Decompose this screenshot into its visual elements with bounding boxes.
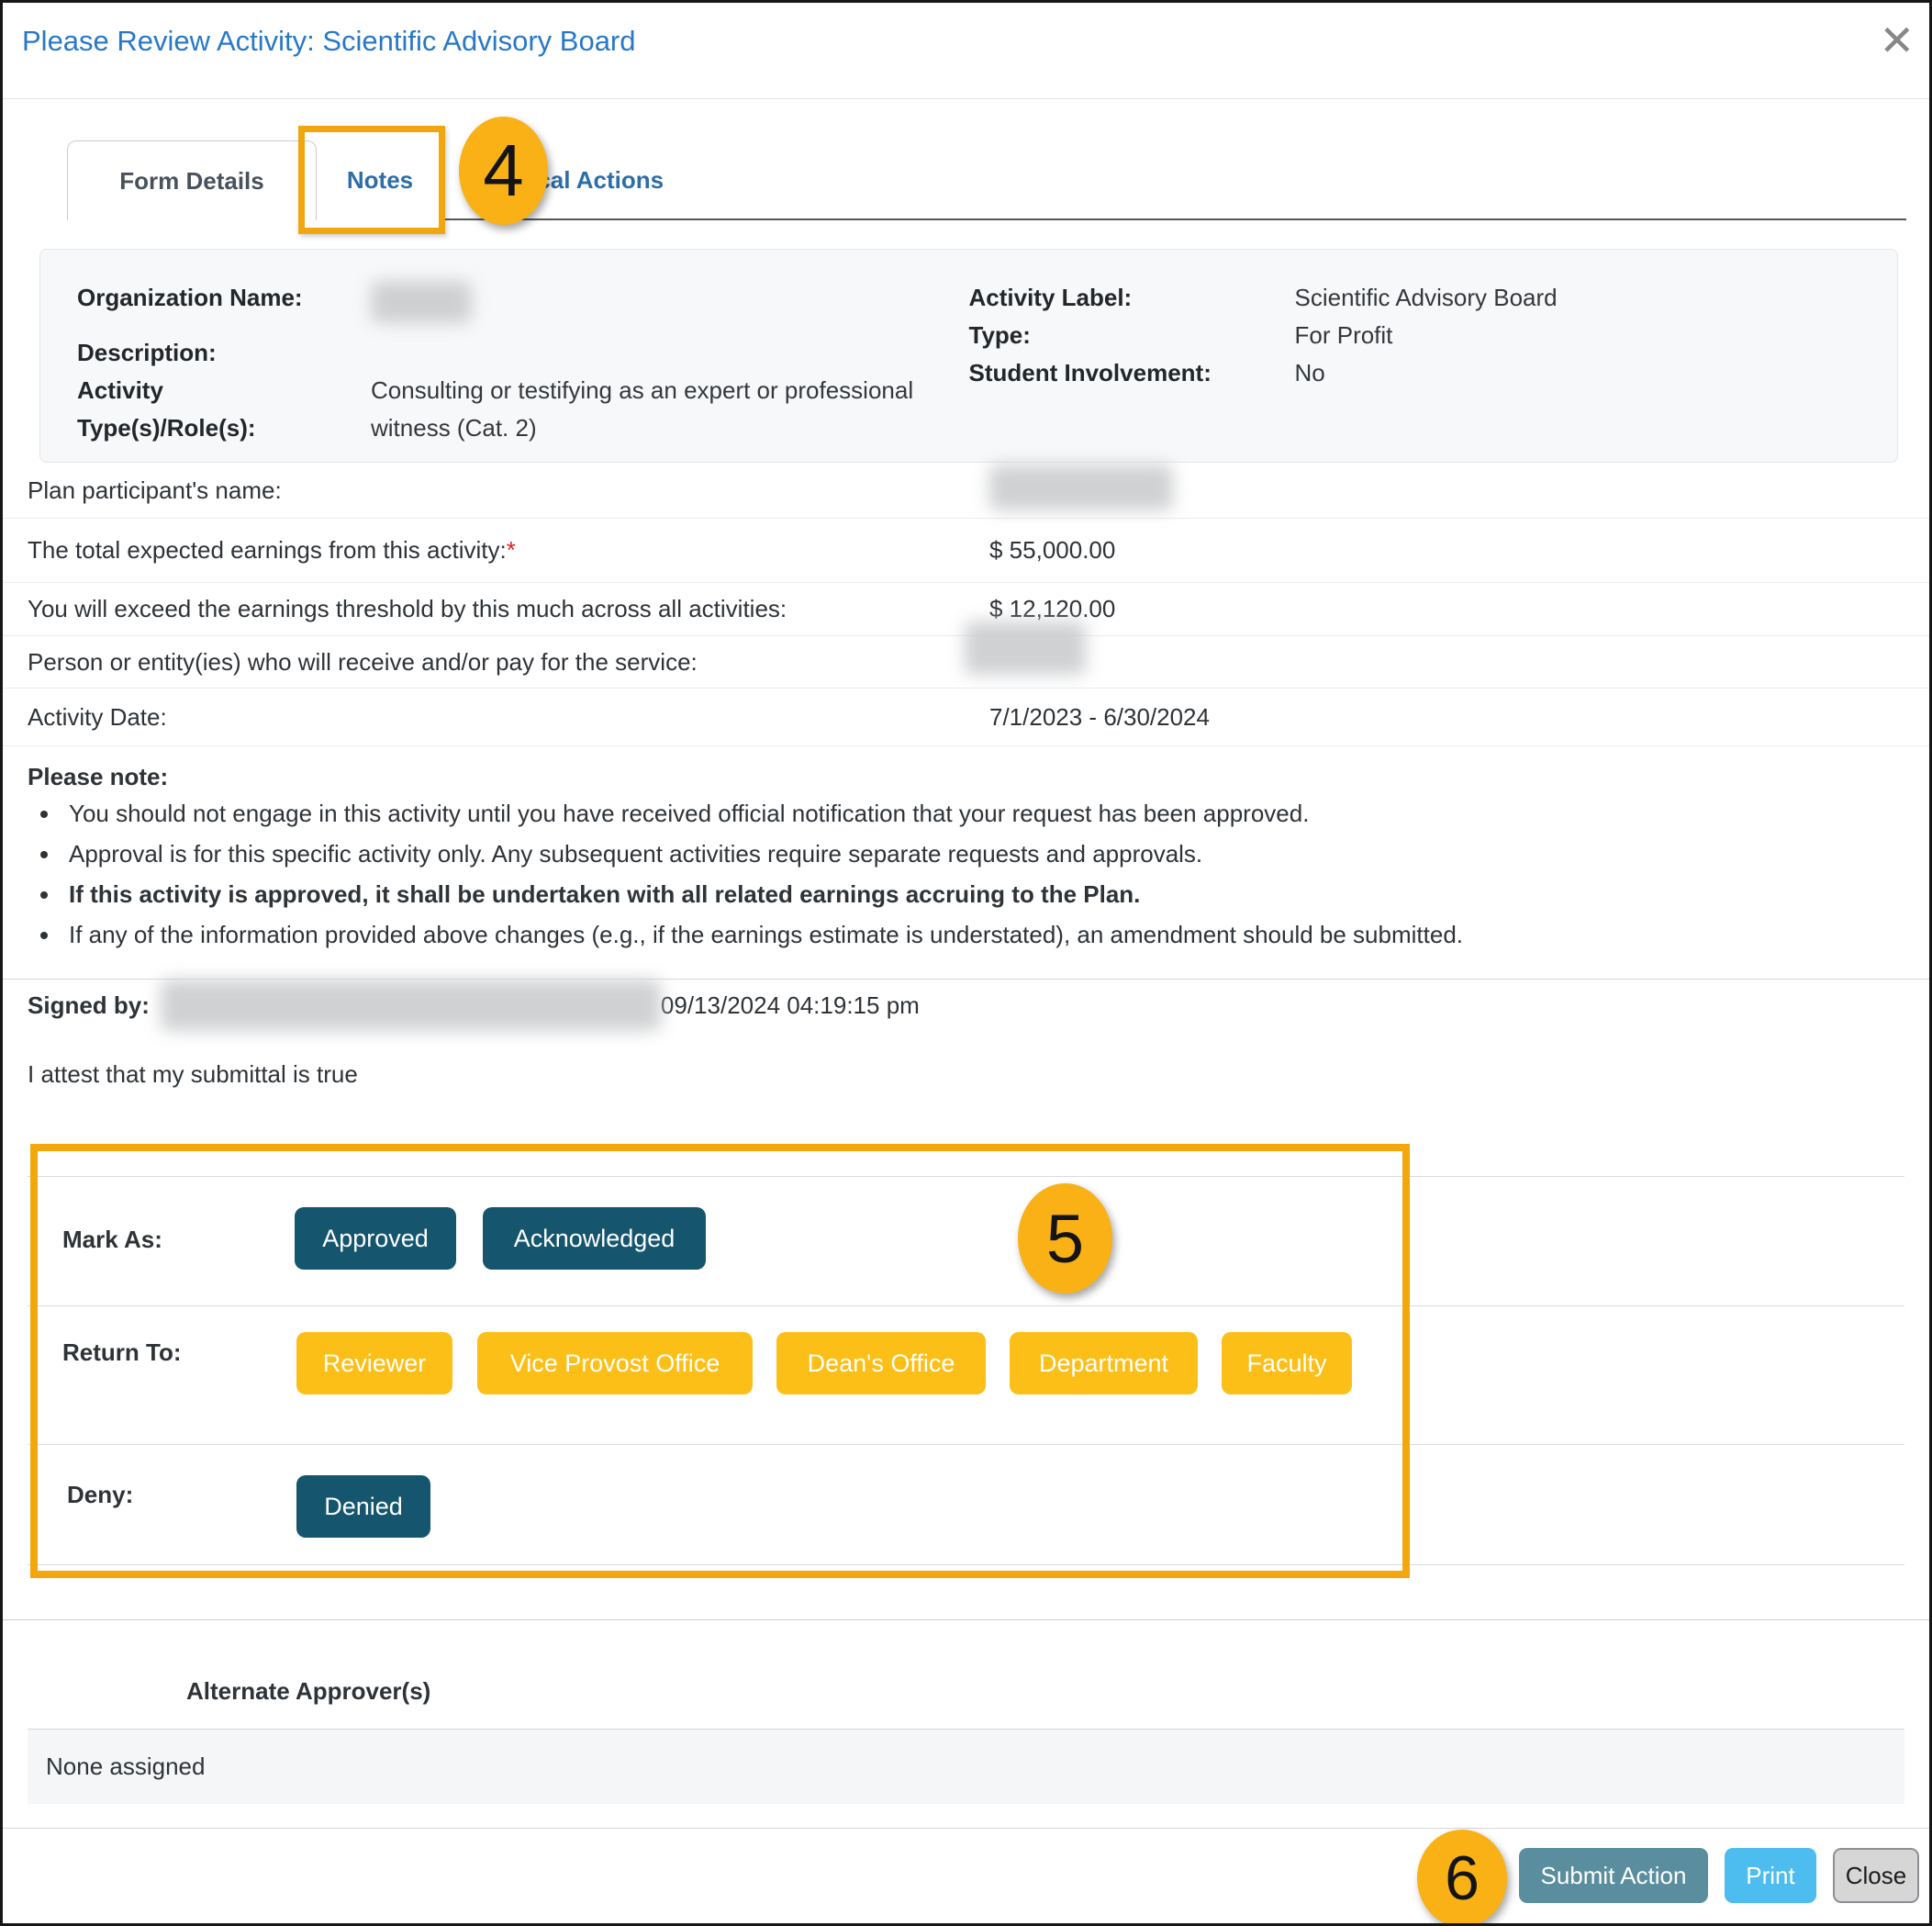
payer-value <box>965 621 1086 692</box>
threshold-label: You will exceed the earnings threshold b… <box>28 595 787 622</box>
footer-divider <box>3 1828 1929 1829</box>
activity-date-label: Activity Date: <box>28 702 167 731</box>
action-row-divider <box>28 1176 1904 1177</box>
description-value <box>371 334 969 372</box>
annotation-step-4-highlight-box <box>298 126 445 234</box>
type-value: For Profit <box>1294 321 1393 349</box>
note-bullet: If this activity is approved, it shall b… <box>61 880 1860 909</box>
action-row-divider <box>28 1564 1904 1565</box>
redacted-signer <box>160 980 661 1031</box>
alternate-approvers-heading: Alternate Approver(s) <box>186 1677 431 1705</box>
activity-label-value: Scientific Advisory Board <box>1294 284 1558 311</box>
note-bullet: If any of the information provided above… <box>61 921 1860 949</box>
activity-type-label: Activity Type(s)/Role(s): <box>77 376 256 442</box>
close-icon[interactable]: ✕ <box>1879 17 1915 64</box>
action-row-divider <box>28 1444 1904 1445</box>
action-row-divider <box>28 1305 1904 1306</box>
return-to-department-button[interactable]: Department <box>1010 1332 1198 1394</box>
threshold-value: $ 12,120.00 <box>989 595 1116 622</box>
description-label: Description: <box>77 339 217 366</box>
activity-summary-panel: Organization Name: Description: Activity… <box>39 249 1898 463</box>
earnings-label-text: The total expected earnings from this ac… <box>28 536 507 564</box>
redacted-organization-name <box>371 281 472 323</box>
type-label: Type: <box>968 321 1031 349</box>
required-asterisk: * <box>506 536 516 564</box>
acknowledged-button[interactable]: Acknowledged <box>483 1207 706 1270</box>
earnings-label: The total expected earnings from this ac… <box>28 536 989 565</box>
summary-right-column: Activity Label: Scientific Advisory Boar… <box>969 279 1861 432</box>
signed-by-row: Signed by: 09/13/2024 04:19:15 pm <box>28 978 920 1033</box>
summary-left-column: Organization Name: Description: Activity… <box>77 279 969 442</box>
please-note-list: You should not engage in this activity u… <box>61 800 1860 961</box>
tab-notes[interactable]: Notes <box>346 166 414 194</box>
return-to-faculty-button[interactable]: Faculty <box>1222 1332 1352 1394</box>
return-to-reviewer-button[interactable]: Reviewer <box>296 1332 452 1394</box>
participant-label: Plan participant's name: <box>28 476 282 504</box>
annotation-step-5-badge: 5 <box>1018 1183 1112 1293</box>
redacted-payer <box>965 621 1086 675</box>
detail-row-payer: Person or entity(ies) who will receive a… <box>3 621 1929 692</box>
close-button[interactable]: Close <box>1833 1848 1919 1903</box>
return-to-label: Return To: <box>62 1338 182 1366</box>
earnings-value: $ 55,000.00 <box>989 536 1116 564</box>
deny-label: Deny: <box>67 1481 134 1508</box>
header-divider <box>3 98 1929 99</box>
detail-row-activity-date: Activity Date: 7/1/2023 - 6/30/2024 <box>3 689 1929 746</box>
alternate-approver-divider <box>3 1619 1929 1620</box>
annotation-step-6-badge: 6 <box>1417 1830 1507 1923</box>
submit-action-button[interactable]: Submit Action <box>1519 1848 1708 1903</box>
activity-type-value: Consulting or testifying as an expert or… <box>371 376 914 442</box>
signature-timestamp: 09/13/2024 04:19:15 pm <box>660 991 920 1019</box>
page-title: Please Review Activity: Scientific Advis… <box>22 25 636 57</box>
activity-date-value: 7/1/2023 - 6/30/2024 <box>989 702 1210 731</box>
return-to-deans-office-button[interactable]: Dean's Office <box>776 1332 986 1394</box>
student-involvement-value: No <box>1294 359 1325 386</box>
signed-by-label: Signed by: <box>28 991 150 1019</box>
note-bullet: You should not engage in this activity u… <box>61 800 1860 828</box>
redacted-participant-name <box>989 464 1173 510</box>
please-note-heading: Please note: <box>28 763 169 790</box>
note-bullet: Approval is for this specific activity o… <box>61 840 1860 868</box>
detail-row-participant: Plan participant's name: <box>3 463 1929 519</box>
alternate-approvers-value: None assigned <box>46 1752 206 1780</box>
print-button[interactable]: Print <box>1725 1848 1816 1903</box>
activity-label-label: Activity Label: <box>968 284 1133 311</box>
participant-value <box>989 464 1173 517</box>
payer-label: Person or entity(ies) who will receive a… <box>28 647 698 676</box>
organization-name-value <box>371 279 969 334</box>
denied-button[interactable]: Denied <box>296 1475 430 1538</box>
attestation-text: I attest that my submittal is true <box>28 1060 358 1088</box>
approved-button[interactable]: Approved <box>295 1207 456 1270</box>
tab-form-details[interactable]: Form Details <box>67 140 317 220</box>
detail-row-earnings: The total expected earnings from this ac… <box>3 519 1929 583</box>
tabbar-underline <box>444 218 1906 220</box>
organization-name-label: Organization Name: <box>77 284 303 311</box>
alternate-approvers-row: None assigned <box>28 1729 1904 1804</box>
annotation-step-4-badge: 4 <box>459 117 548 225</box>
student-involvement-label: Student Involvement: <box>968 359 1212 386</box>
mark-as-label: Mark As: <box>62 1226 162 1253</box>
return-to-vice-provost-office-button[interactable]: Vice Provost Office <box>477 1332 753 1394</box>
signature-divider <box>3 979 1929 980</box>
